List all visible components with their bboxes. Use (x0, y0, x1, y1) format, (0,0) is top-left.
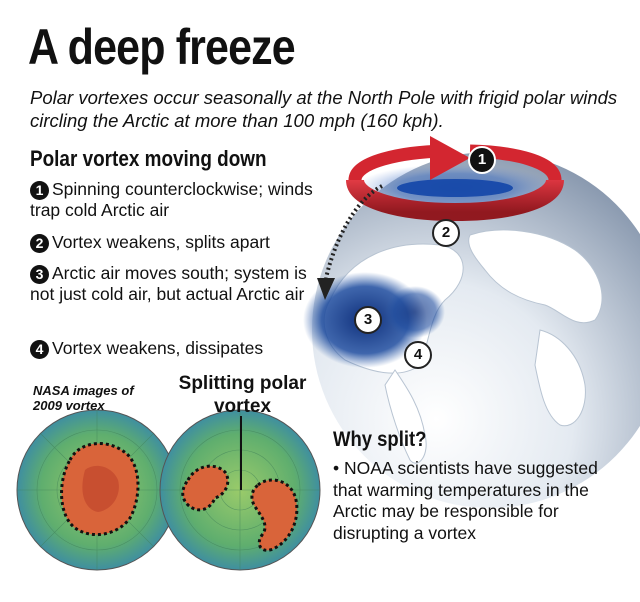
globe-marker-3: 3 (354, 306, 382, 334)
vortex-blob-east (250, 478, 299, 552)
nasa-images-label: NASA images of 2009 vortex (33, 383, 134, 413)
step-number-3: 3 (30, 265, 49, 284)
step-3: 3 Arctic air moves south; system is not j… (30, 263, 320, 305)
step-2-text: Vortex weakens, splits apart (52, 232, 270, 252)
step-2: 2 Vortex weakens, splits apart (30, 232, 330, 253)
why-split-text: • NOAA scientists have suggested that wa… (333, 458, 598, 543)
splitting-vortex-label: Splitting polar vortex (178, 373, 307, 417)
step-number-1: 1 (30, 181, 49, 200)
polar-vortex-ring (346, 136, 564, 222)
headline: A deep freeze (28, 19, 296, 75)
earth-globe (303, 152, 640, 508)
vortex-blob-west (181, 464, 230, 512)
step-number-4: 4 (30, 340, 49, 359)
ring-arrowhead (430, 136, 470, 180)
globe-marker-1: 1 (468, 146, 496, 174)
globe-marker-2: 2 (432, 219, 460, 247)
globe-marker-4: 4 (404, 341, 432, 369)
step-4-text: Vortex weakens, dissipates (52, 338, 264, 358)
step-1: 1 Spinning counterclockwise; winds trap c… (30, 179, 330, 221)
why-split-heading: Why split? (333, 428, 427, 451)
nasa-globe-left (16, 409, 178, 571)
section-heading: Polar vortex moving down (30, 146, 267, 171)
step-4: 4 Vortex weakens, dissipates (30, 338, 330, 359)
step-1-text: Spinning counterclockwise; winds trap co… (30, 179, 313, 220)
step-3-text: Arctic air moves south; system is not ju… (30, 263, 307, 304)
step-number-2: 2 (30, 234, 49, 253)
nasa-globe-right (159, 409, 321, 571)
descending-arrow (317, 184, 383, 300)
subtitle: Polar vortexes occur seasonally at the N… (30, 87, 618, 131)
